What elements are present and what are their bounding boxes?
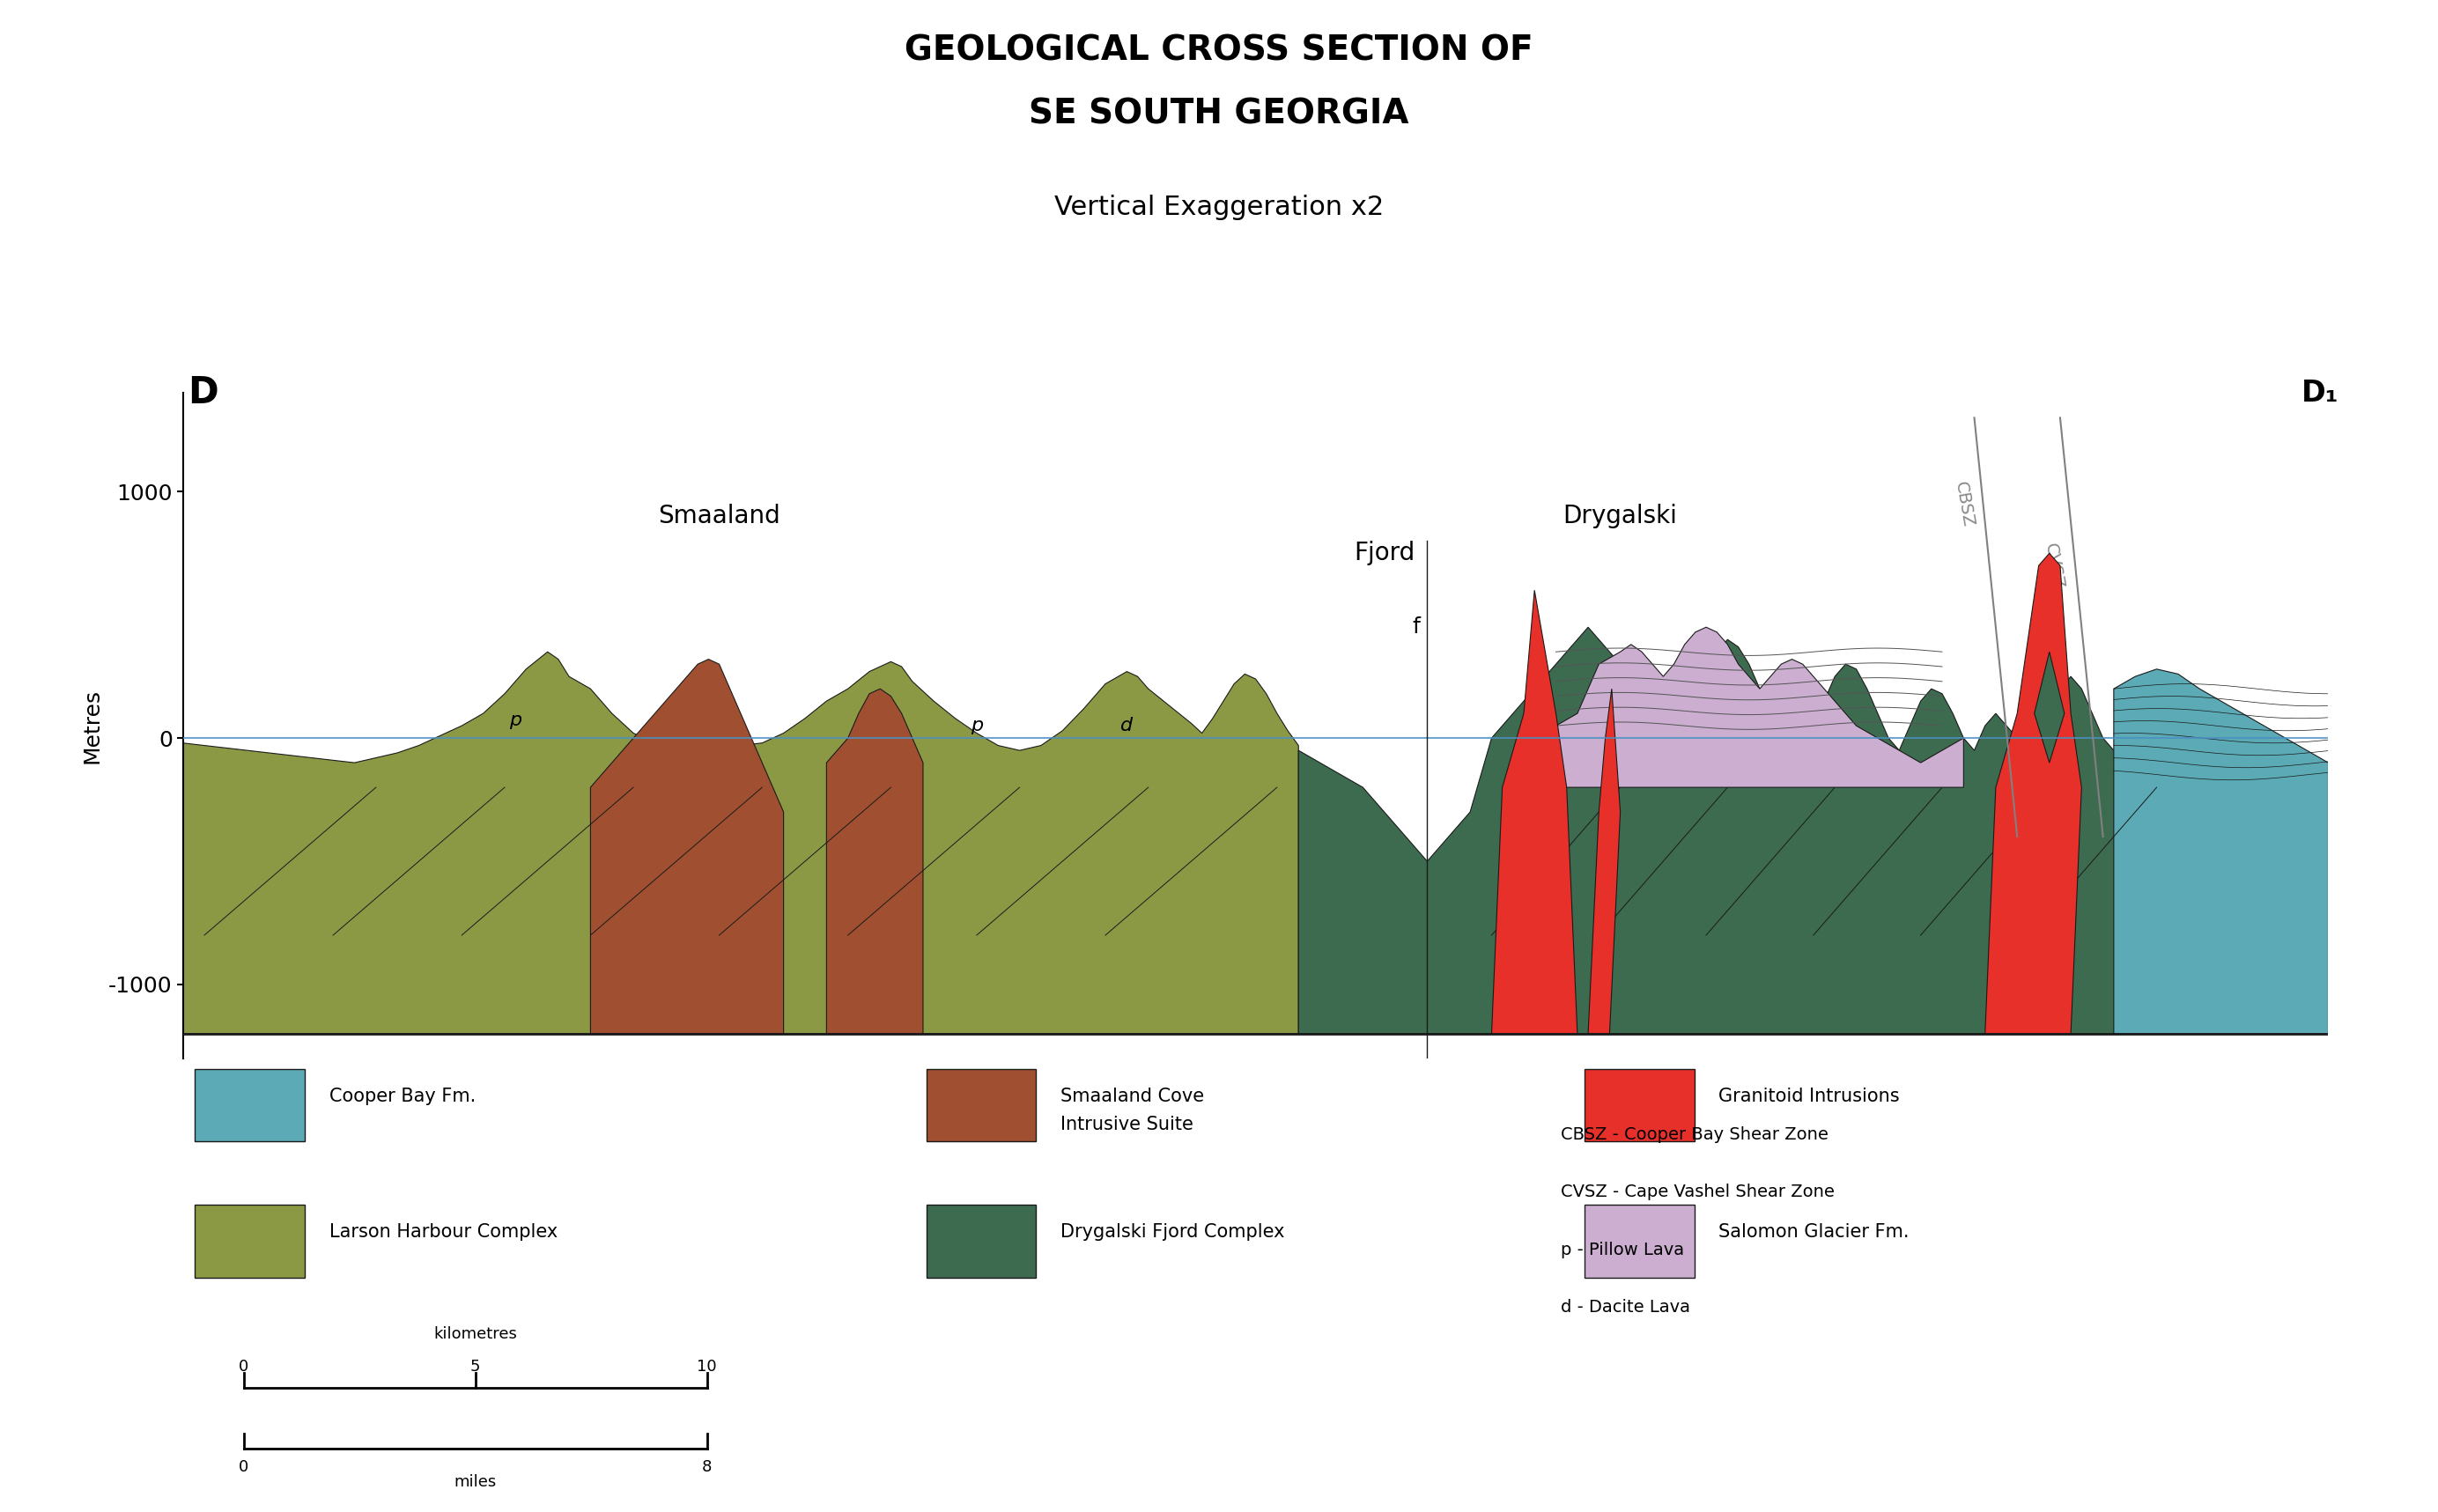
Text: CVSZ - Cape Vashel Shear Zone: CVSZ - Cape Vashel Shear Zone	[1560, 1184, 1833, 1201]
Text: 10: 10	[697, 1359, 717, 1374]
Polygon shape	[183, 652, 1299, 1034]
Polygon shape	[590, 659, 783, 1034]
Text: Smaaland: Smaaland	[658, 503, 780, 529]
Text: Cooper Bay Fm.: Cooper Bay Fm.	[329, 1087, 475, 1105]
Text: d - Dacite Lava: d - Dacite Lava	[1560, 1299, 1690, 1315]
Text: miles: miles	[453, 1474, 497, 1489]
Polygon shape	[2033, 652, 2065, 762]
Text: D₁: D₁	[2301, 378, 2338, 408]
Text: d: d	[1121, 717, 1134, 735]
Polygon shape	[1480, 590, 1577, 1034]
Polygon shape	[1587, 689, 1621, 1034]
Text: Larson Harbour Complex: Larson Harbour Complex	[329, 1223, 558, 1241]
Text: Salomon Glacier Fm.: Salomon Glacier Fm.	[1719, 1223, 1909, 1241]
Text: f: f	[1412, 617, 1421, 638]
Polygon shape	[2114, 670, 2328, 1034]
Text: SE SOUTH GEORGIA: SE SOUTH GEORGIA	[1029, 98, 1409, 132]
Polygon shape	[1975, 553, 2082, 1034]
Polygon shape	[1299, 627, 2177, 1034]
Polygon shape	[826, 689, 924, 1034]
Text: 5: 5	[471, 1359, 480, 1374]
Text: CBSZ - Cooper Bay Shear Zone: CBSZ - Cooper Bay Shear Zone	[1560, 1126, 1828, 1143]
Text: Intrusive Suite: Intrusive Suite	[1061, 1116, 1195, 1134]
Text: Drygalski: Drygalski	[1563, 503, 1677, 529]
Text: Fjord: Fjord	[1353, 541, 1414, 565]
Text: GEOLOGICAL CROSS SECTION OF: GEOLOGICAL CROSS SECTION OF	[904, 35, 1534, 68]
Text: D: D	[188, 375, 219, 411]
Text: Smaaland Cove: Smaaland Cove	[1061, 1087, 1204, 1105]
Text: kilometres: kilometres	[434, 1326, 517, 1341]
Y-axis label: Metres: Metres	[80, 688, 102, 764]
Text: p - Pillow Lava: p - Pillow Lava	[1560, 1241, 1685, 1258]
Text: 0: 0	[239, 1359, 249, 1374]
Text: 8: 8	[702, 1459, 712, 1474]
Text: Drygalski Fjord Complex: Drygalski Fjord Complex	[1061, 1223, 1285, 1241]
Text: p: p	[510, 712, 522, 729]
Text: Vertical Exaggeration x2: Vertical Exaggeration x2	[1053, 195, 1385, 219]
Text: 0: 0	[239, 1459, 249, 1474]
Text: CBSZ: CBSZ	[1950, 481, 1975, 529]
Text: p: p	[970, 717, 983, 735]
Text: CVSZ: CVSZ	[2041, 541, 2065, 590]
Polygon shape	[1534, 627, 1963, 788]
Text: Granitoid Intrusions: Granitoid Intrusions	[1719, 1087, 1899, 1105]
